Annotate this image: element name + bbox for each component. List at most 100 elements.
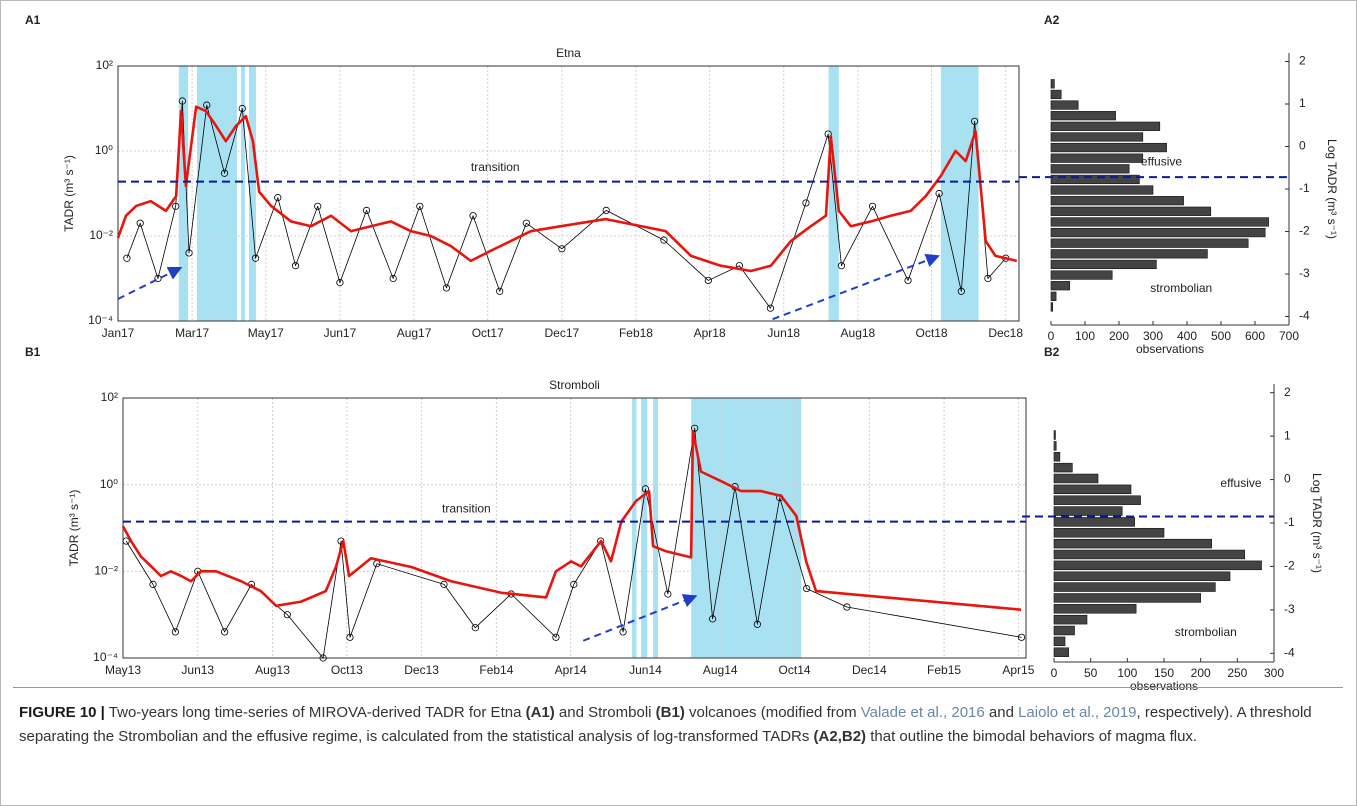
- data-point: [552, 633, 560, 641]
- panel-label: A1: [25, 13, 41, 27]
- y-tick-label: 2: [1284, 385, 1291, 399]
- trend-arrow: [772, 253, 940, 321]
- y-tick-label: 0: [1284, 472, 1291, 486]
- y-axis-label: TADR (m³ s⁻¹): [67, 490, 81, 567]
- data-point: [664, 590, 672, 598]
- histogram-bar: [1053, 452, 1061, 462]
- caption-text: and: [984, 704, 1019, 721]
- x-tick-label: 200: [1109, 329, 1129, 343]
- data-point: [660, 236, 668, 244]
- data-point: [602, 206, 610, 215]
- data-point: [802, 199, 810, 207]
- histogram-bar: [1050, 111, 1116, 121]
- data-point: [123, 254, 131, 262]
- histogram-bar: [1053, 473, 1099, 484]
- caption-text: (A2,B2): [813, 728, 867, 745]
- x-axis-label: observations: [1136, 342, 1204, 356]
- tadr-line: [121, 430, 1022, 612]
- y-tick-label: -1: [1284, 515, 1295, 529]
- data-point: [957, 287, 965, 295]
- x-tick-label: 250: [1227, 666, 1247, 680]
- x-tick-label: Aug13: [255, 663, 290, 677]
- data-point: [154, 274, 162, 283]
- x-tick-label: 0: [1051, 666, 1058, 680]
- x-tick-label: Oct18: [916, 326, 948, 340]
- data-point: [203, 101, 211, 109]
- x-tick-label: Dec17: [544, 326, 579, 340]
- x-tick-label: 50: [1084, 666, 1098, 680]
- data-point: [904, 276, 912, 285]
- data-point: [868, 202, 877, 210]
- histogram-bar: [1050, 174, 1140, 185]
- highlight-span: [828, 66, 839, 321]
- histogram-bar: [1050, 164, 1130, 174]
- histogram-bar: [1053, 517, 1135, 527]
- highlight-span: [691, 398, 802, 658]
- x-tick-label: Aug14: [703, 663, 738, 677]
- y-tick-label: -3: [1284, 602, 1295, 616]
- x-tick-label: Jan17: [102, 326, 135, 340]
- x-axis-label: observations: [1130, 679, 1198, 691]
- histogram-bar: [1053, 571, 1231, 581]
- x-tick-label: Feb14: [479, 663, 513, 677]
- y-tick-label: -2: [1284, 559, 1295, 573]
- y-tick-label: 10⁻⁴: [93, 650, 118, 664]
- x-tick-label: 600: [1245, 329, 1265, 343]
- y-tick-label: -2: [1299, 224, 1310, 238]
- y-tick-label: -4: [1284, 645, 1295, 659]
- histogram-bar: [1053, 430, 1056, 440]
- histogram-bar: [1050, 238, 1249, 248]
- histogram-bar: [1053, 593, 1201, 603]
- data-point: [336, 279, 344, 287]
- histogram-bar: [1050, 132, 1144, 142]
- x-tick-label: May13: [105, 663, 141, 677]
- caption-text: Two-years long time-series of MIROVA-der…: [104, 704, 526, 721]
- highlight-span: [940, 66, 979, 321]
- caption-text: that outline the bimodal behaviors of ma…: [866, 728, 1198, 745]
- histogram-bar: [1050, 302, 1054, 312]
- x-tick-label: 500: [1211, 329, 1231, 343]
- trend-arrow: [582, 594, 698, 642]
- histogram-bar: [1050, 100, 1079, 110]
- chart-title: Stromboli: [549, 378, 600, 392]
- histogram-bar: [1050, 89, 1062, 100]
- data-point: [389, 274, 397, 283]
- histogram-bar: [1053, 636, 1066, 647]
- data-point: [803, 584, 811, 593]
- x-tick-label: Oct13: [331, 663, 363, 677]
- trend-arrow: [117, 266, 183, 300]
- regime-label: effusive: [1141, 154, 1182, 168]
- tadr-line: [116, 105, 1018, 273]
- highlight-span: [197, 66, 237, 321]
- histogram-bar: [1050, 291, 1057, 301]
- caption-text: (A1): [525, 704, 555, 721]
- y-tick-label: 10²: [96, 58, 113, 72]
- caption-text[interactable]: Laiolo et al., 2019: [1018, 704, 1137, 721]
- caption-label: FIGURE 10 |: [19, 704, 105, 721]
- histogram-bar: [1053, 495, 1141, 505]
- histogram-bar: [1053, 604, 1137, 614]
- data-point: [570, 580, 578, 588]
- data-point: [469, 212, 477, 220]
- x-tick-label: 200: [1191, 666, 1211, 680]
- y-tick-label: -1: [1299, 181, 1310, 195]
- histogram-bar: [1050, 259, 1157, 270]
- x-tick-label: Oct14: [779, 663, 811, 677]
- histogram-bar: [1053, 647, 1069, 657]
- data-point: [221, 628, 229, 636]
- data-point: [984, 274, 992, 283]
- data-point: [149, 580, 157, 588]
- data-point: [935, 189, 943, 198]
- highlight-span: [240, 66, 245, 321]
- y-axis-label: Log TADR (m³ s⁻¹): [1325, 139, 1339, 239]
- y-tick-label: 1: [1299, 96, 1306, 110]
- histogram-bar: [1053, 506, 1123, 516]
- panel-label: A2: [1044, 13, 1060, 27]
- histogram-bar: [1053, 582, 1216, 592]
- data-point: [522, 219, 530, 227]
- caption-text[interactable]: Valade et al., 2016: [860, 704, 985, 721]
- x-tick-label: 300: [1264, 666, 1284, 680]
- x-tick-label: Oct17: [472, 326, 504, 340]
- x-tick-label: Feb18: [619, 326, 653, 340]
